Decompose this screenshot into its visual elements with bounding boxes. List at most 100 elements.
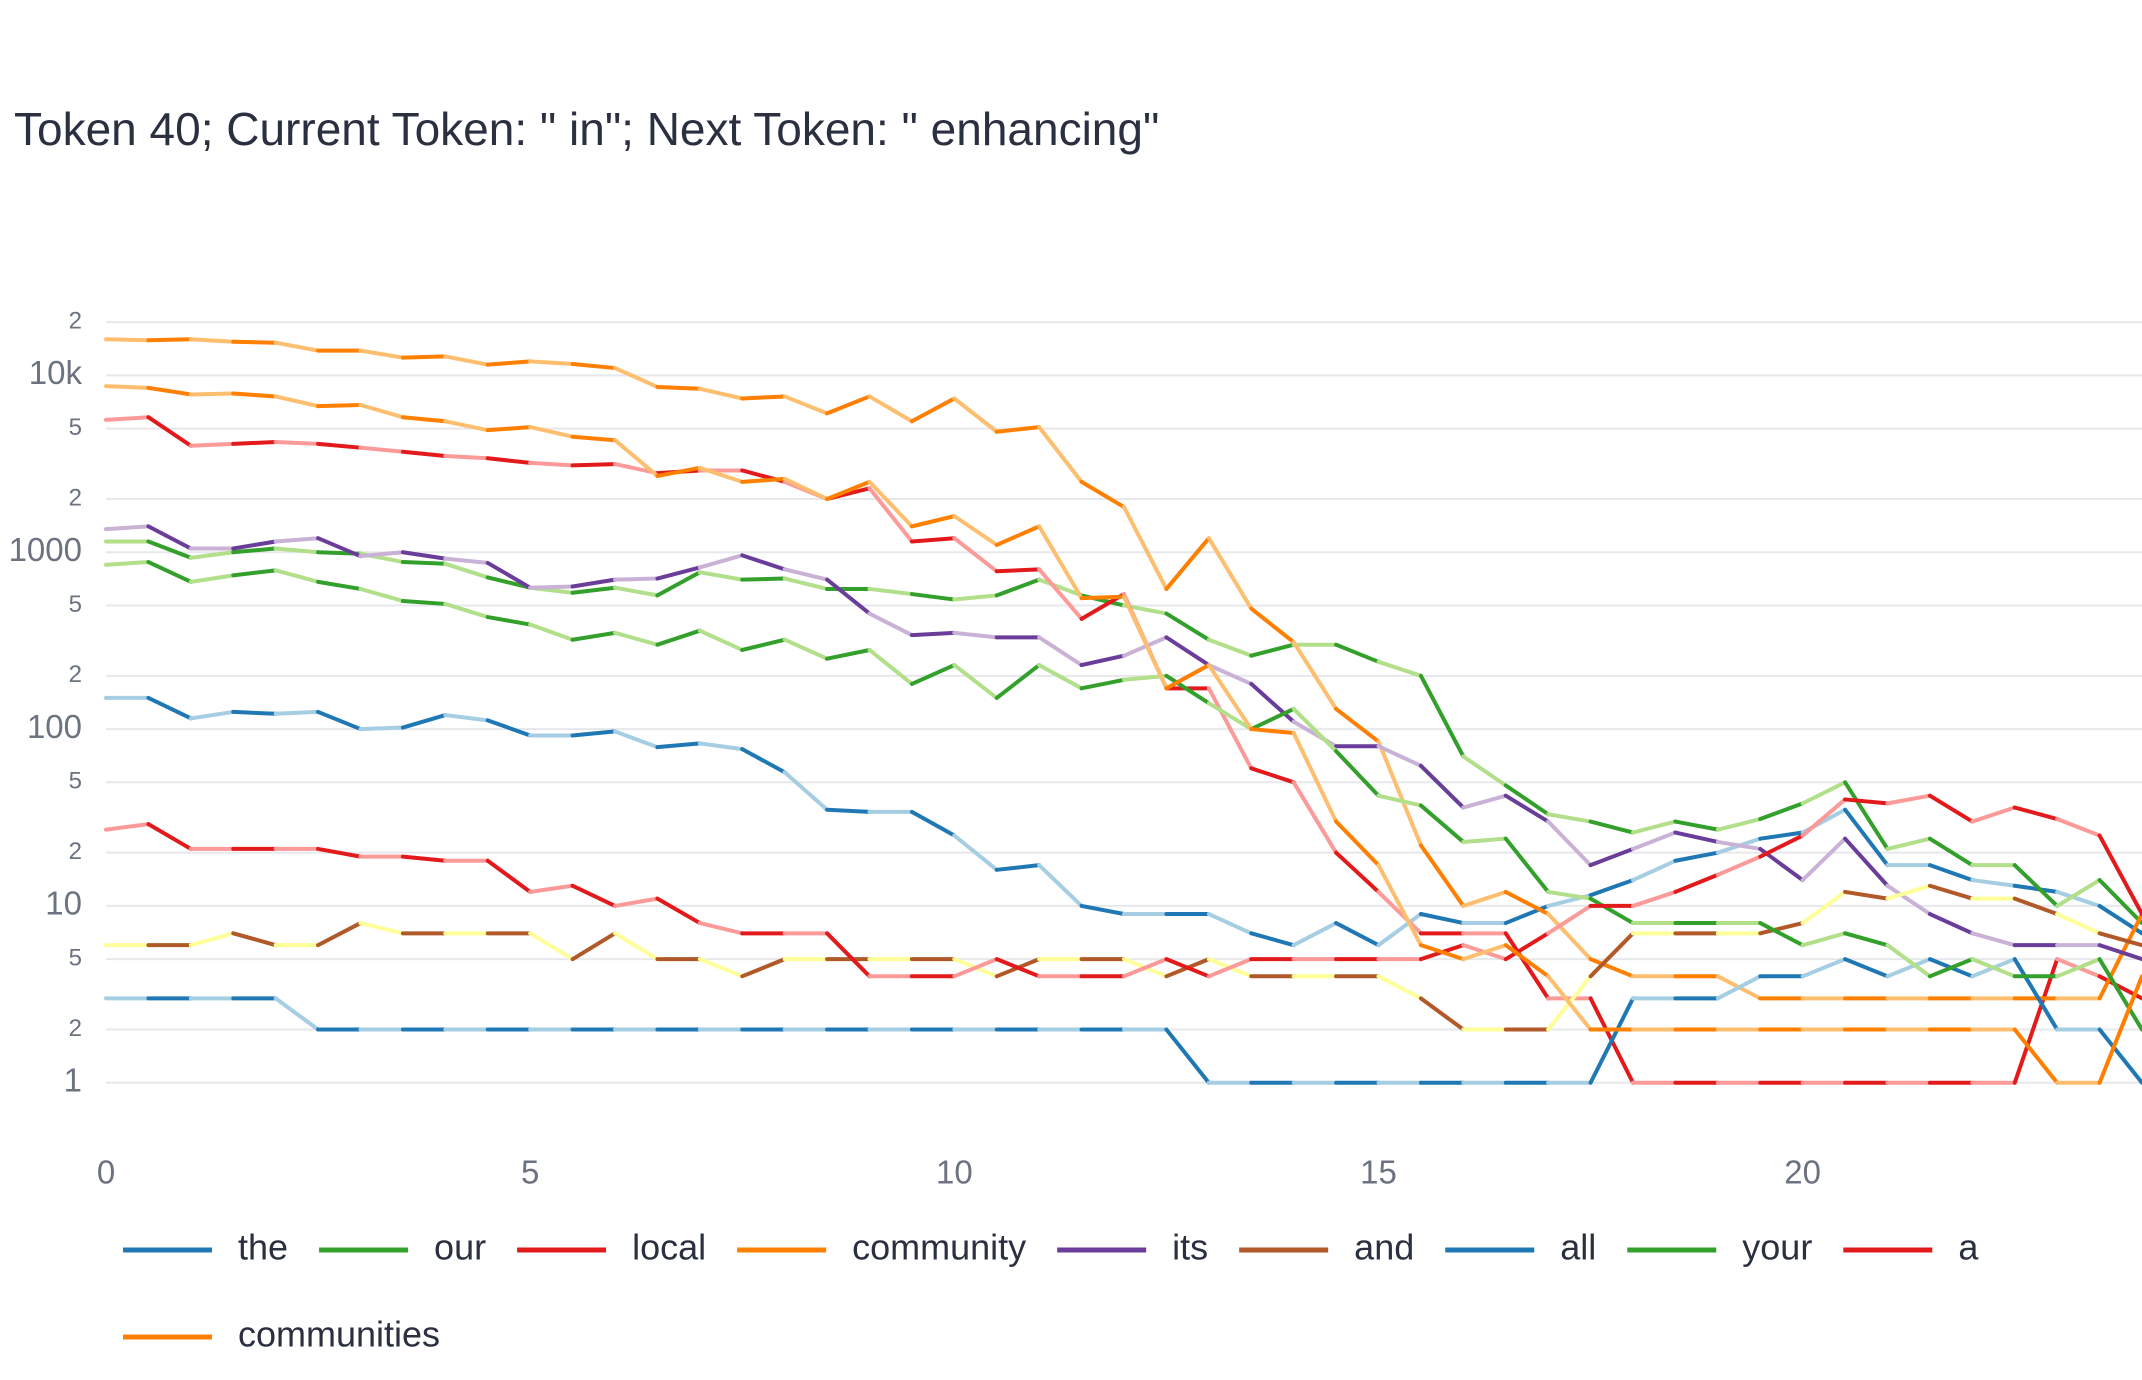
line-segment xyxy=(1418,996,1466,1032)
line-segment xyxy=(740,476,787,484)
line-segment xyxy=(528,359,575,366)
line-segment xyxy=(1631,819,1678,835)
line-segment xyxy=(1927,883,1975,901)
line-segment xyxy=(1376,863,1423,948)
line-segment xyxy=(613,896,660,908)
line-segment xyxy=(273,394,321,409)
line-segment xyxy=(1758,921,1805,936)
line-segment xyxy=(1206,957,1254,979)
line-segment xyxy=(146,695,193,721)
line-segment xyxy=(443,601,490,620)
line-segment xyxy=(740,576,787,582)
line-segment xyxy=(782,576,830,591)
line-segment xyxy=(1376,659,1423,678)
line-segment xyxy=(1588,957,1635,979)
line-segment xyxy=(2097,957,2142,1032)
line-segment xyxy=(1079,594,1126,601)
line-segment xyxy=(1927,912,1975,936)
line-segment xyxy=(1800,780,1848,806)
y-tick-label: 2 xyxy=(69,307,82,334)
line-segment xyxy=(697,628,745,652)
line-segment xyxy=(104,337,151,343)
legend-label: all xyxy=(1560,1227,1596,1268)
line-segment xyxy=(443,556,490,565)
line-segment xyxy=(1122,594,1169,691)
line-segment xyxy=(1800,889,1848,926)
line-segment xyxy=(485,858,533,894)
line-segment xyxy=(994,957,1042,979)
legend-item: local xyxy=(517,1227,706,1268)
line-segment xyxy=(740,637,787,652)
line-segment xyxy=(485,615,533,627)
line-segment xyxy=(231,568,278,578)
line-segment xyxy=(104,560,151,567)
line-segment xyxy=(1291,731,1339,824)
line-segment xyxy=(1122,957,1169,979)
line-segment xyxy=(1037,577,1084,598)
line-segment xyxy=(1249,606,1296,645)
line-segment xyxy=(570,630,617,642)
line-segment xyxy=(867,611,914,638)
x-tick-label: 0 xyxy=(97,1154,115,1191)
line-segment xyxy=(1461,836,1508,844)
y-tick-label: 5 xyxy=(69,414,82,441)
line-segment xyxy=(740,747,787,775)
line-segment xyxy=(952,536,999,574)
line-segment xyxy=(485,456,533,465)
y-tick-label: 2 xyxy=(69,838,82,865)
line-segment xyxy=(528,425,575,439)
line-segment xyxy=(570,434,617,443)
line-segment xyxy=(1164,1027,1211,1085)
legend-label: a xyxy=(1958,1227,1979,1268)
line-segment xyxy=(443,713,490,723)
line-segment xyxy=(1546,889,1593,901)
line-segment xyxy=(443,419,490,433)
legend-item: and xyxy=(1239,1227,1414,1268)
line-segment xyxy=(400,550,448,561)
line-segment xyxy=(1546,903,1593,936)
line-segment xyxy=(867,394,914,424)
line-segment xyxy=(1079,677,1126,691)
line-segment xyxy=(231,539,278,551)
line-segment xyxy=(697,465,745,484)
line-segment xyxy=(1588,819,1635,835)
line-segment xyxy=(570,577,617,589)
line-segment xyxy=(528,460,575,468)
legend-label: your xyxy=(1742,1227,1812,1268)
y-tick-label: 5 xyxy=(69,591,82,618)
line-segment xyxy=(1970,931,2017,948)
line-segment xyxy=(2012,957,2060,1032)
line-segment xyxy=(952,514,999,547)
line-segment xyxy=(1673,819,1720,832)
line-segment xyxy=(1800,931,1848,948)
line-segment xyxy=(358,725,405,732)
line-segment xyxy=(400,598,448,606)
line-segment xyxy=(2097,912,2142,1001)
line-segment xyxy=(2012,805,2060,822)
line-segment xyxy=(231,440,278,446)
line-segment xyxy=(1843,797,1890,806)
line-segment xyxy=(1291,706,1339,754)
line-segment xyxy=(1927,836,1975,868)
line-segment xyxy=(825,807,872,814)
line-segment xyxy=(1037,863,1084,908)
line-segment xyxy=(1206,663,1254,686)
line-segment xyxy=(1843,780,1890,851)
line-segment xyxy=(1588,846,1635,868)
y-tick-label: 2 xyxy=(69,1015,82,1042)
line-segment xyxy=(655,384,702,391)
line-segment xyxy=(613,366,660,389)
line-segment xyxy=(1970,878,2017,888)
line-segment xyxy=(867,479,914,529)
line-segment xyxy=(188,391,236,397)
line-segment xyxy=(273,440,321,446)
line-segment xyxy=(358,586,405,603)
line-segment xyxy=(782,476,830,501)
line-segment xyxy=(1206,663,1254,732)
line-segment xyxy=(1164,957,1211,979)
line-segment xyxy=(528,931,575,962)
y-tick-label: 10 xyxy=(45,885,82,922)
line-segment xyxy=(1122,505,1169,591)
line-segment xyxy=(1843,957,1890,979)
line-segment xyxy=(613,931,660,962)
